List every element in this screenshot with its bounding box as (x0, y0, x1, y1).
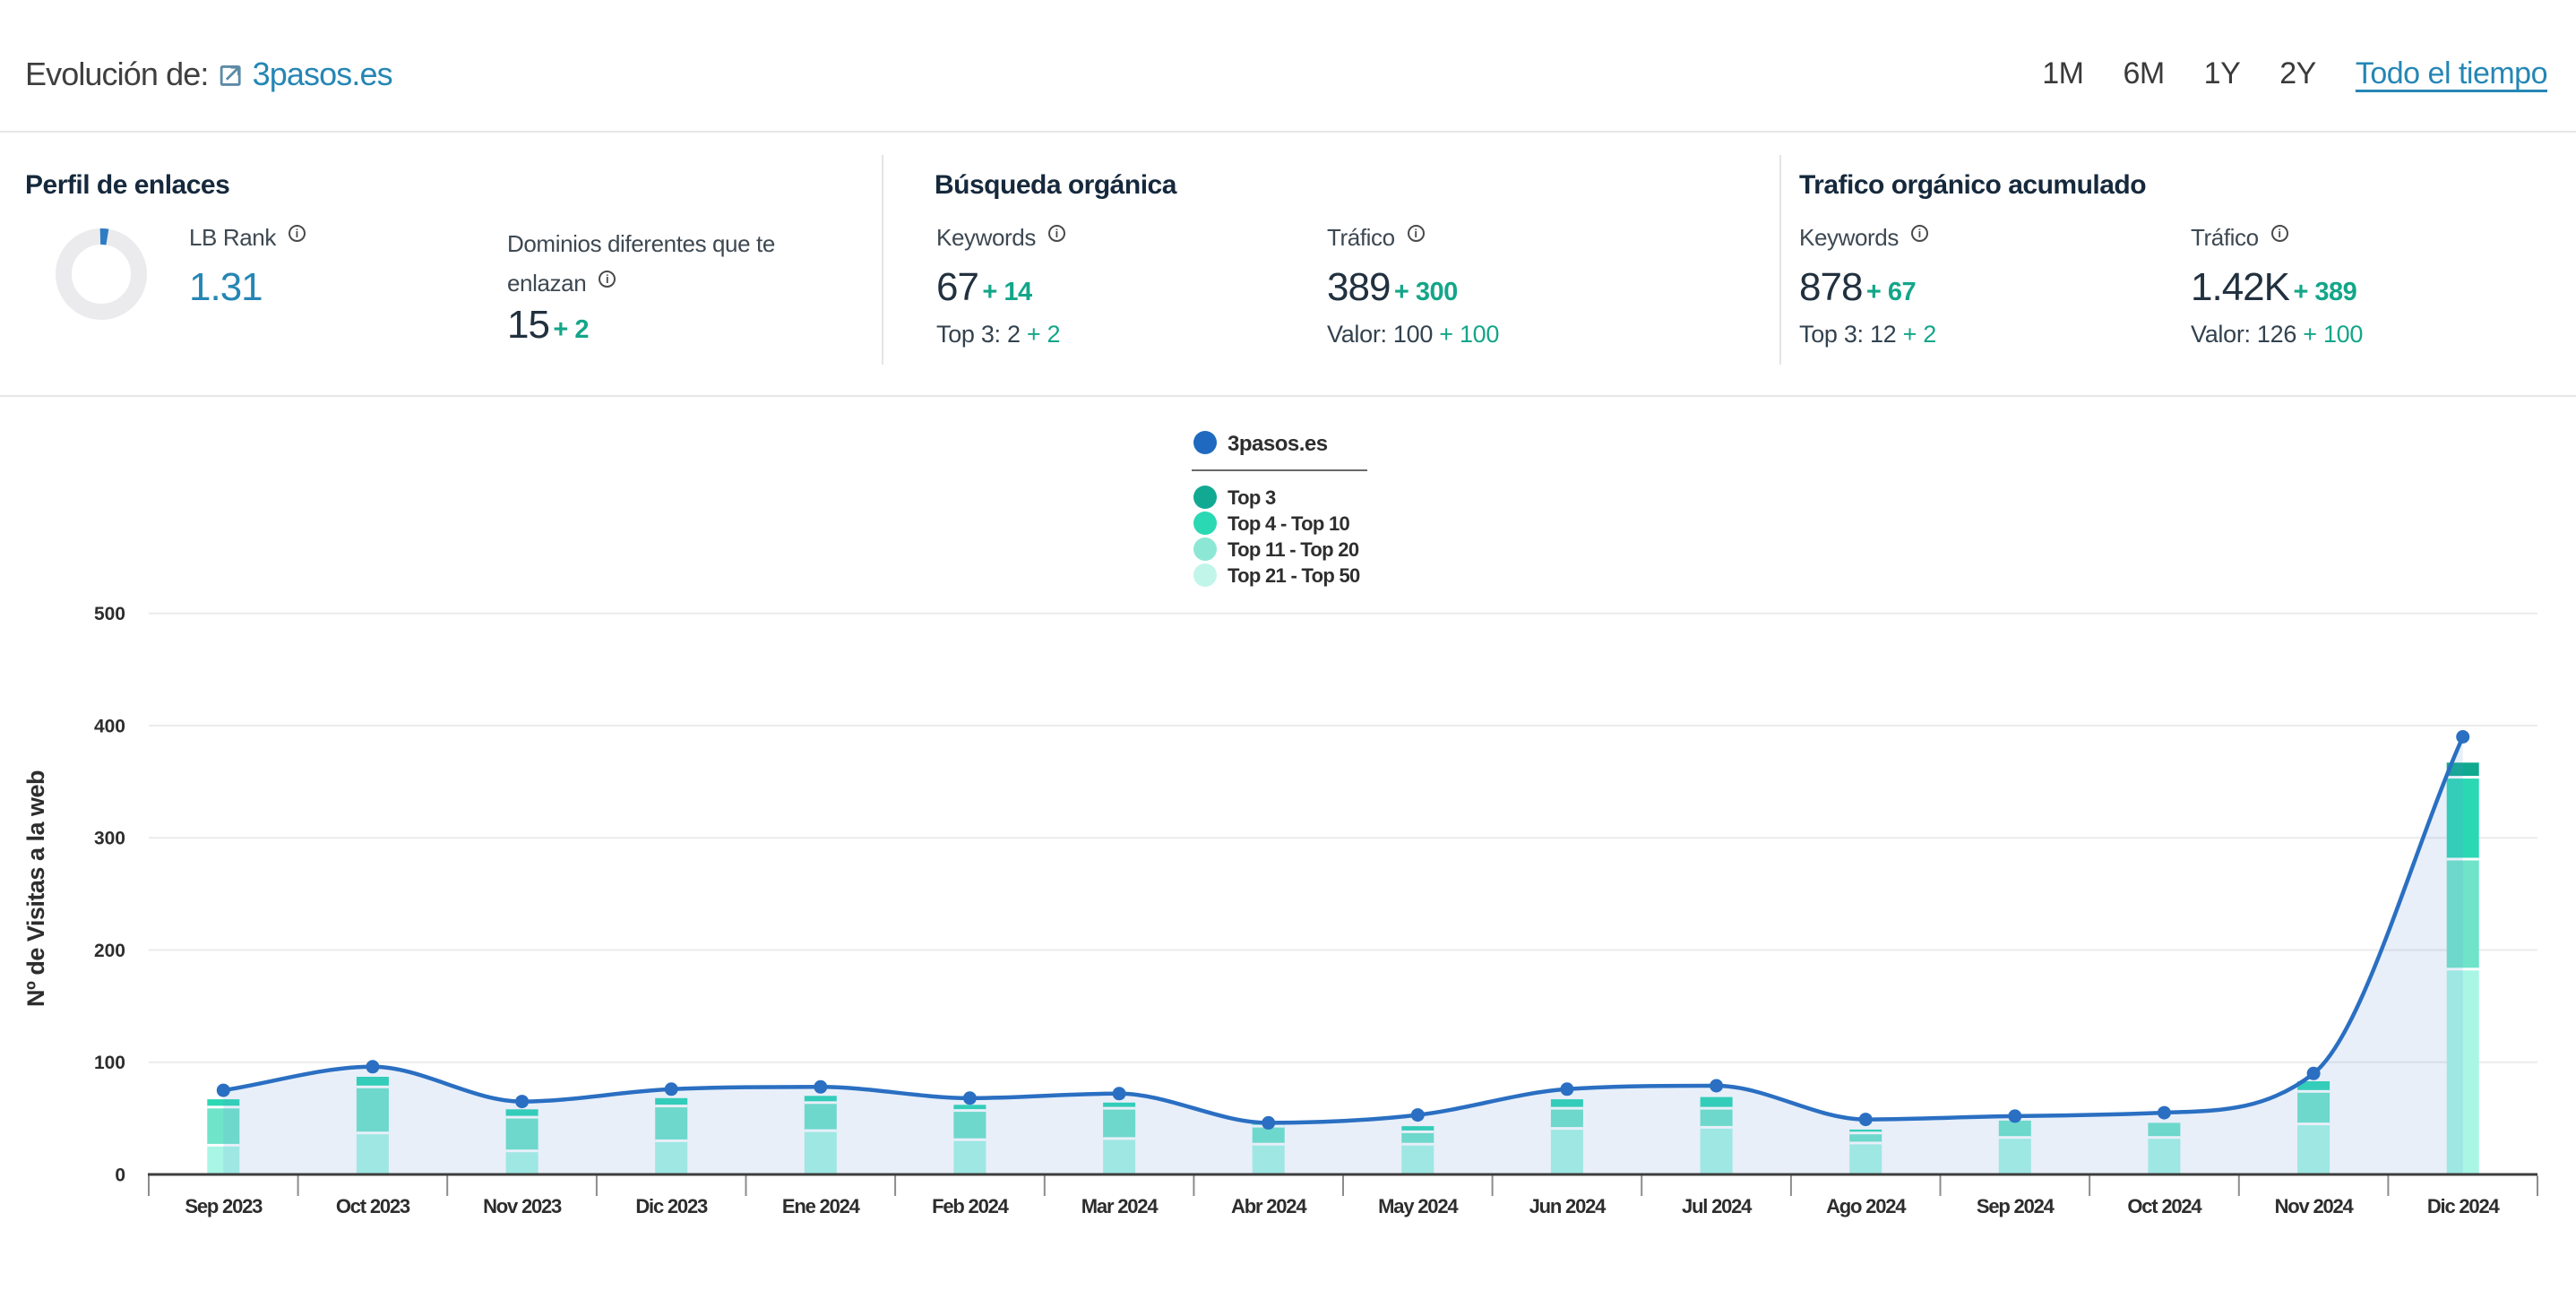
svg-text:Oct 2023: Oct 2023 (336, 1195, 410, 1217)
svg-text:Abr 2024: Abr 2024 (1231, 1195, 1307, 1217)
svg-text:200: 200 (94, 941, 125, 961)
svg-text:Top 21 - Top 50: Top 21 - Top 50 (1228, 564, 1360, 587)
svg-text:400: 400 (94, 717, 125, 737)
svg-text:300: 300 (94, 829, 125, 849)
svg-text:Dic 2023: Dic 2023 (635, 1195, 708, 1217)
svg-text:Nov 2023: Nov 2023 (483, 1195, 562, 1217)
svg-text:May 2024: May 2024 (1378, 1195, 1459, 1217)
svg-text:Top 11 - Top 20: Top 11 - Top 20 (1228, 538, 1359, 561)
svg-text:Dic 2024: Dic 2024 (2427, 1195, 2501, 1217)
svg-text:0: 0 (115, 1165, 125, 1186)
svg-text:Nº de Visitas a la web: Nº de Visitas a la web (22, 770, 49, 1007)
svg-text:Ago 2024: Ago 2024 (1826, 1195, 1907, 1217)
svg-text:Ene 2024: Ene 2024 (782, 1195, 861, 1217)
svg-text:Top 3: Top 3 (1228, 486, 1276, 509)
svg-text:Sep 2024: Sep 2024 (1977, 1195, 2055, 1217)
svg-text:500: 500 (94, 604, 125, 624)
svg-text:Feb 2024: Feb 2024 (932, 1195, 1010, 1217)
svg-text:3pasos.es: 3pasos.es (1228, 432, 1328, 456)
svg-text:Jun 2024: Jun 2024 (1529, 1195, 1607, 1217)
svg-text:Jul 2024: Jul 2024 (1682, 1195, 1753, 1217)
svg-text:Oct 2024: Oct 2024 (2127, 1195, 2202, 1217)
svg-text:Sep 2023: Sep 2023 (185, 1195, 263, 1217)
svg-text:Nov 2024: Nov 2024 (2275, 1195, 2355, 1217)
svg-text:Top 4 - Top 10: Top 4 - Top 10 (1228, 512, 1350, 535)
svg-text:Mar 2024: Mar 2024 (1081, 1195, 1159, 1217)
svg-text:100: 100 (94, 1053, 125, 1073)
